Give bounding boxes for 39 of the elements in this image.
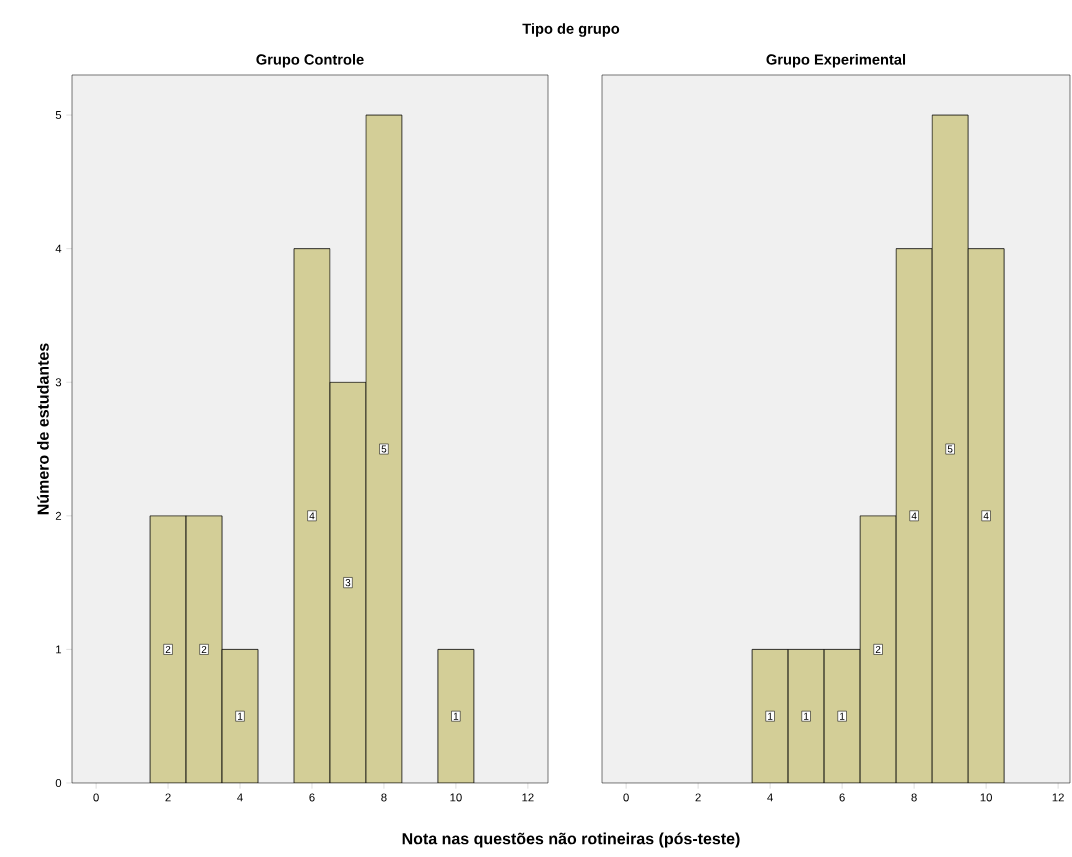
data-label: 4 <box>309 512 315 520</box>
data-label: 3 <box>345 579 351 587</box>
data-label: 1 <box>453 712 459 720</box>
x-tick-label: 6 <box>309 793 315 802</box>
x-tick-label: 4 <box>237 793 243 802</box>
x-tick-label: 10 <box>450 793 462 802</box>
data-label: 2 <box>201 645 207 653</box>
x-axis-title: Nota nas questões não rotineiras (pós-teste) <box>402 832 740 848</box>
y-tick-label: 3 <box>55 378 62 387</box>
x-tick-label: 0 <box>93 793 99 802</box>
text: Tipo de grupo <box>522 23 620 37</box>
data-label: 1 <box>768 712 773 720</box>
x-tick-label: 8 <box>911 793 917 802</box>
x-tick-label: 6 <box>839 793 845 802</box>
chart-title: Grupo Controle <box>256 53 364 68</box>
data-label: 1 <box>840 712 845 720</box>
y-tick-label: 1 <box>56 645 62 654</box>
x-tick-label: 4 <box>767 793 773 802</box>
x-tick-label: 0 <box>623 793 629 802</box>
data-label: 2 <box>165 645 171 653</box>
y-axis-title: Número de estudantes <box>36 343 49 515</box>
x-tick-label: 10 <box>980 793 992 802</box>
data-label: 1 <box>804 712 809 720</box>
x-tick-label: 2 <box>165 793 171 802</box>
x-tick-label: 12 <box>522 793 534 802</box>
y-tick-label: 0 <box>55 778 62 787</box>
data-label: 4 <box>983 512 989 520</box>
data-label: 1 <box>238 712 243 720</box>
data-label: 2 <box>875 645 881 653</box>
x-tick-label: 2 <box>695 793 701 802</box>
data-label: 5 <box>947 445 953 453</box>
data-label: 4 <box>911 512 917 520</box>
x-tick-label: 8 <box>381 793 387 802</box>
data-label: 5 <box>381 445 387 453</box>
x-tick-label: 12 <box>1052 793 1064 802</box>
chart-title: Grupo Experimental <box>766 53 906 68</box>
y-tick-label: 2 <box>55 511 62 520</box>
y-tick-label: 4 <box>55 244 62 253</box>
y-tick-label: 5 <box>55 111 62 120</box>
